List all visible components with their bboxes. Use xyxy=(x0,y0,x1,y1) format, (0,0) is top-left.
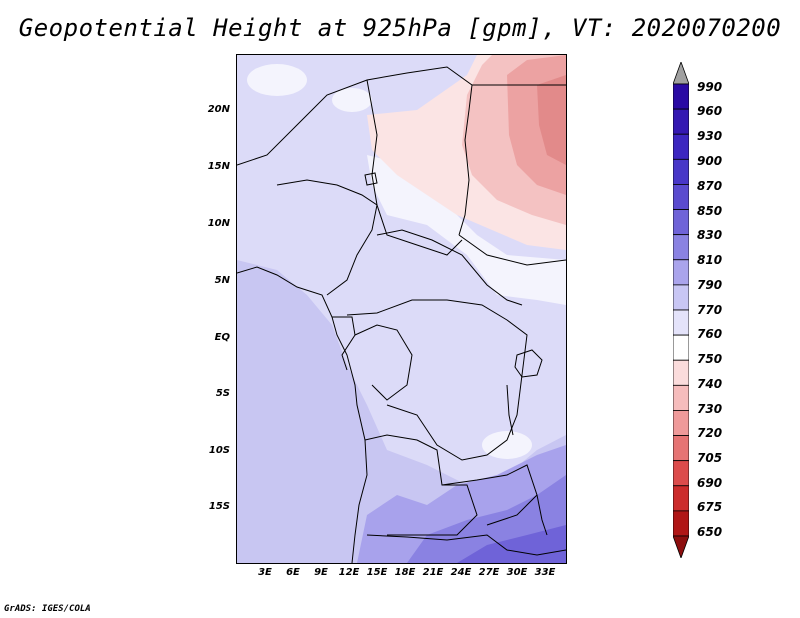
colorbar-top-arrow xyxy=(673,62,689,85)
colorbar-label: 705 xyxy=(697,451,723,465)
x-tick-label: 18E xyxy=(394,567,416,578)
x-tick-label: 24E xyxy=(450,567,472,578)
y-tick-label: 10N xyxy=(207,218,230,229)
y-tick-label: 10S xyxy=(208,445,230,456)
country-borders xyxy=(237,66,566,563)
y-tick-label: 20N xyxy=(207,104,230,115)
west-coast xyxy=(237,266,368,563)
colorbar-label: 900 xyxy=(697,154,723,168)
white-patch xyxy=(482,431,532,459)
y-tick-label: 15S xyxy=(208,501,230,512)
colorbar-segment xyxy=(673,359,689,386)
colorbar-label: 790 xyxy=(697,278,723,292)
colorbar-segment xyxy=(673,108,689,135)
colorbar-label: 850 xyxy=(697,204,723,218)
colorbar-segment xyxy=(673,309,689,336)
congo-border xyxy=(354,324,413,401)
colorbar-segment xyxy=(673,435,689,462)
colorbar-label: 990 xyxy=(697,80,723,94)
nigeria-border xyxy=(276,179,378,296)
x-tick-label: 12E xyxy=(338,567,360,578)
colorbar-segment xyxy=(673,334,689,361)
dark-salmon-fill xyxy=(537,75,566,165)
colorbar-segment xyxy=(673,510,689,537)
y-tick-label: 5S xyxy=(215,388,230,399)
colorbar-label: 760 xyxy=(697,327,723,341)
colorbar-label: 675 xyxy=(697,500,723,514)
contour-map xyxy=(237,55,566,563)
colorbar xyxy=(673,62,689,558)
colorbar-segment xyxy=(673,83,689,110)
colorbar-label: 690 xyxy=(697,476,723,490)
x-tick-label: 33E xyxy=(534,567,556,578)
colorbar-segment xyxy=(673,133,689,160)
y-tick-label: 5N xyxy=(214,275,230,286)
x-tick-label: 15E xyxy=(366,567,388,578)
colorbar-segment xyxy=(673,234,689,261)
y-tick-label: EQ xyxy=(214,332,230,343)
colorbar-label: 770 xyxy=(697,303,723,317)
sudan-border xyxy=(458,234,566,266)
map-plot xyxy=(236,54,567,564)
lake-victoria xyxy=(514,349,543,378)
colorbar-segment xyxy=(673,485,689,512)
colorbar-label: 930 xyxy=(697,129,723,143)
colorbar-label: 810 xyxy=(697,253,723,267)
colorbar-label: 740 xyxy=(697,377,723,391)
colorbar-segment xyxy=(673,259,689,286)
x-tick-label: 27E xyxy=(478,567,500,578)
zambia-border xyxy=(441,464,538,526)
colorbar-segment xyxy=(673,184,689,210)
x-tick-label: 21E xyxy=(422,567,444,578)
car-border xyxy=(376,229,523,306)
white-patch xyxy=(332,88,372,112)
colorbar-label: 750 xyxy=(697,352,723,366)
colorbar-label: 720 xyxy=(697,426,723,440)
lake-malawi xyxy=(536,494,548,536)
colorbar-segment xyxy=(673,284,689,311)
y-tick-label: 15N xyxy=(207,161,230,172)
colorbar-label: 830 xyxy=(697,228,723,242)
chad-border xyxy=(366,79,463,256)
colorbar-segment xyxy=(673,209,689,236)
colorbar-label: 730 xyxy=(697,402,723,416)
lake-tanganyika xyxy=(506,384,514,436)
colorbar-bottom-arrow xyxy=(673,535,689,558)
colorbar-label: 650 xyxy=(697,525,723,539)
nile-border xyxy=(458,84,473,236)
colorbar-segment xyxy=(673,158,689,185)
angola-border xyxy=(364,434,478,536)
white-patch xyxy=(247,64,307,96)
colorbar-segment xyxy=(673,384,689,411)
colorbar-segment xyxy=(673,460,689,487)
southern-border xyxy=(366,534,566,556)
x-tick-label: 3E xyxy=(258,567,272,578)
drc-border xyxy=(346,299,528,461)
colorbar-label: 870 xyxy=(697,179,723,193)
colorbar-label: 960 xyxy=(697,104,723,118)
lake-chad xyxy=(364,172,378,186)
x-tick-label: 9E xyxy=(314,567,328,578)
deep-purple-fill xyxy=(457,525,566,563)
x-tick-label: 30E xyxy=(506,567,528,578)
colorbar-segment xyxy=(673,410,689,436)
grads-credit: GrADS: IGES/COLA xyxy=(4,604,91,614)
chart-title: Geopotential Height at 925hPa [gpm], VT:… xyxy=(18,14,782,42)
x-tick-label: 6E xyxy=(286,567,300,578)
white-region-fill xyxy=(367,155,566,305)
